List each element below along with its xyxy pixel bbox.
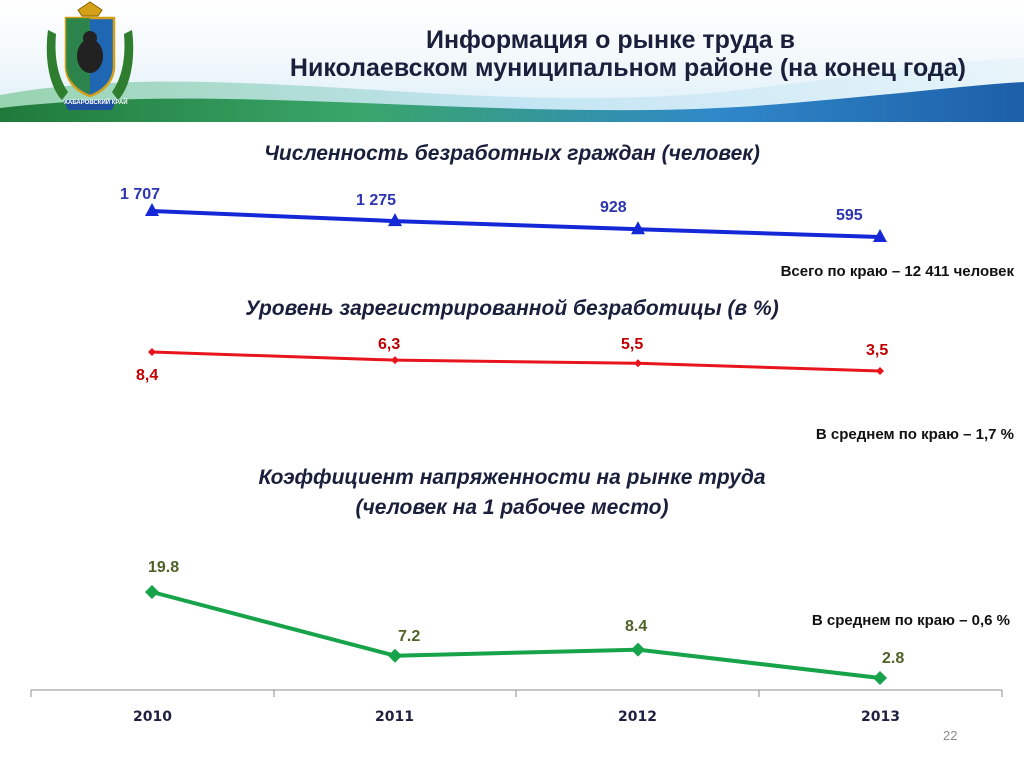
chart2-data-point: [391, 356, 399, 365]
chart3-data-point: [145, 585, 159, 599]
chart2-note: В среднем по краю – 1,7 %: [815, 426, 1014, 443]
chart2-data-point: [148, 348, 156, 356]
chart3-data-point: [388, 648, 402, 663]
chart1-value-label: 928: [600, 199, 627, 216]
coat-of-arms-icon: [46, 1, 134, 110]
chart3-value-label: 19.8: [148, 559, 180, 576]
x-tick-label: 2013: [861, 709, 900, 725]
chart3-title-line2: (человек на 1 рабочее место): [355, 496, 669, 519]
chart2-data-point: [876, 367, 884, 375]
chart1-data-point: [388, 213, 402, 227]
chart1-value-label: 595: [836, 207, 863, 224]
chart3-data-point: [631, 642, 645, 657]
x-tick-label: 2010: [133, 709, 172, 725]
chart1-title: Численность безработных граждан (человек…: [264, 142, 760, 165]
chart2-data-point: [634, 359, 642, 368]
chart3-note: В среднем по краю – 0,6 %: [811, 612, 1010, 629]
chart3-value-label: 2.8: [882, 650, 905, 667]
page-title-line1: Информация о рынке труда в: [425, 26, 795, 54]
chart1-value-label: 1 707: [120, 186, 161, 203]
chart1-data-point: [873, 229, 887, 242]
chart3-value-label: 7.2: [398, 628, 421, 645]
chart3-title-line1: Коэффициент напряженности на рынке труда: [258, 466, 766, 489]
chart1-data-point: [145, 203, 159, 216]
x-tick-label: 2011: [375, 709, 414, 725]
chart3-series-line: [151, 590, 881, 680]
chart1-data-point: [631, 221, 645, 235]
chart2-value-label: 6,3: [378, 336, 401, 353]
chart2-value-label: 5,5: [621, 336, 644, 353]
header-wave-decoration: [0, 58, 1024, 122]
chart2-value-label: 8,4: [136, 367, 159, 384]
header-banner: ХАБАРОВСКИЙ КРАЙ Информация о рынке труд…: [0, 0, 1024, 122]
page-title-line2: Николаевском муниципальном районе (на ко…: [289, 54, 966, 82]
page-title: Информация о рынке труда в Николаевском …: [290, 26, 966, 82]
chart3-data-point: [873, 671, 887, 685]
page-number: 22: [943, 728, 958, 743]
emblem-caption: ХАБАРОВСКИЙ КРАЙ: [64, 100, 128, 106]
chart2-value-label: 3,5: [866, 342, 889, 359]
chart2-title: Уровень зарегистрированной безработицы (…: [245, 297, 779, 320]
x-tick-label: 2012: [618, 709, 657, 725]
chart2-series-line: [151, 350, 881, 373]
chart3-value-label: 8.4: [625, 618, 648, 635]
chart1-note: Всего по краю – 12 411 человек: [780, 263, 1014, 280]
chart1-series-line: [151, 209, 881, 239]
chart1-value-label: 1 275: [356, 192, 397, 209]
